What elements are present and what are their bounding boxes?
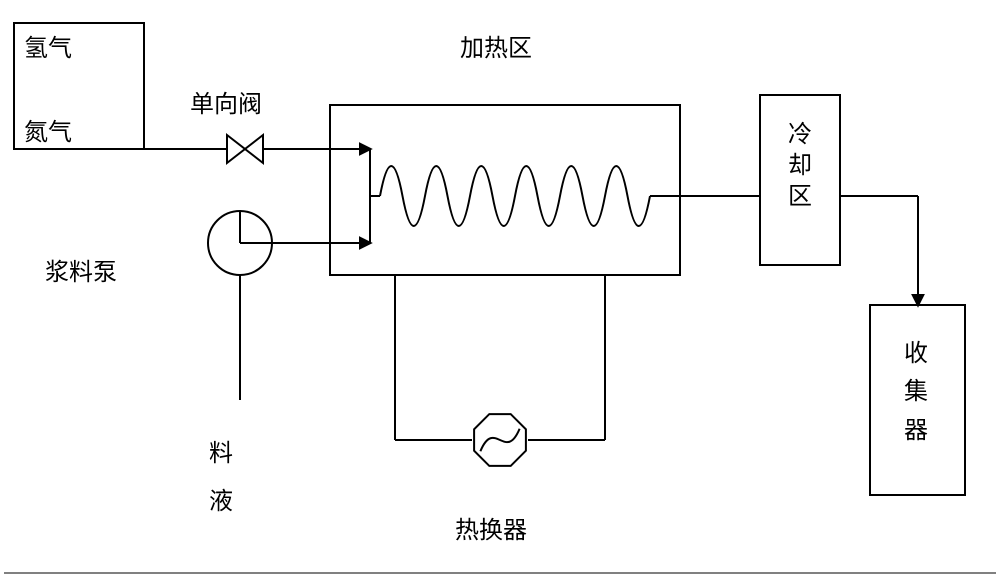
feed-liquid-char1: 料 — [209, 441, 233, 467]
label-collector: 收 集 器 — [903, 335, 929, 450]
label-cooling-zone: 冷 却 区 — [787, 120, 813, 214]
label-nitrogen: 氮气 — [24, 112, 72, 147]
collector-char3: 器 — [904, 418, 928, 444]
label-heating-zone: 加热区 — [460, 28, 532, 63]
label-slurry-pump: 浆料泵 — [45, 252, 117, 287]
label-hydrogen: 氢气 — [24, 28, 72, 63]
feed-liquid-char2: 液 — [209, 489, 233, 515]
cooling-zone-char3: 区 — [788, 184, 812, 210]
heating-coil — [380, 166, 650, 226]
process-diagram — [0, 0, 1000, 577]
check-valve-left — [227, 135, 245, 163]
cooling-zone-char2: 却 — [788, 153, 812, 179]
label-feed-liquid: 料 液 — [208, 430, 234, 526]
heat-exchanger-squiggle — [480, 429, 519, 451]
check-valve-right — [245, 135, 263, 163]
cooling-zone-char1: 冷 — [788, 122, 812, 148]
label-heat-exch: 热换器 — [455, 510, 527, 545]
heater-box — [330, 105, 680, 275]
label-check-valve: 单向阀 — [190, 84, 262, 119]
collector-char2: 集 — [904, 379, 928, 405]
collector-char1: 收 — [904, 341, 928, 367]
